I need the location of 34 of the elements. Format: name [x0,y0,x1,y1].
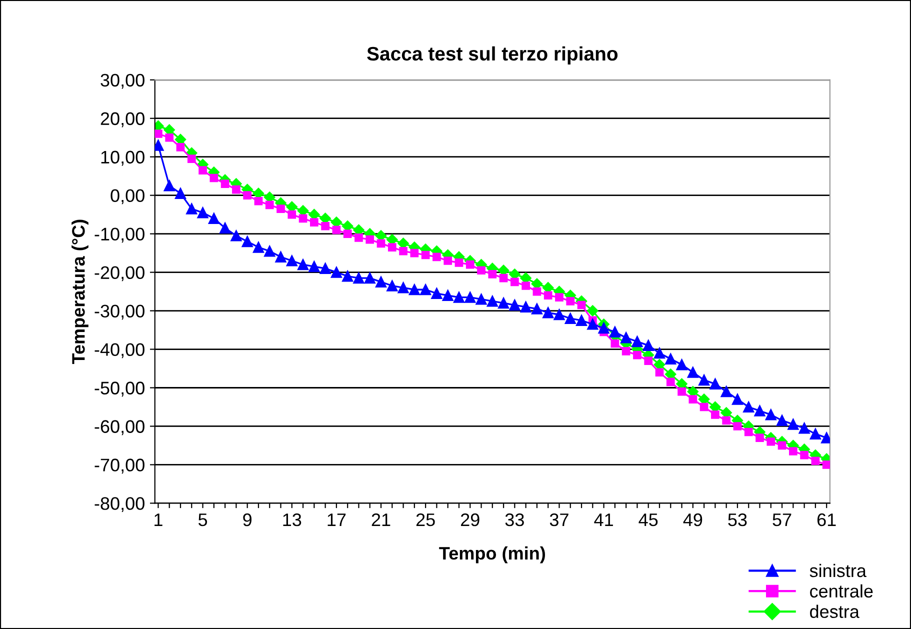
x-tick-label: 21 [372,513,390,526]
legend-label: centrale [810,584,873,598]
y-tick-label: 20,00 [100,112,144,128]
x-tick-label: 25 [416,513,435,526]
x-tick-label: 57 [772,514,792,526]
x-tick-label: 29 [460,513,480,526]
x-tick-label: 61 [817,513,836,526]
y-tick-label: -50,00 [94,382,144,397]
chart-title: Sacca test sul terzo ripiano [367,46,618,64]
y-tick-label: 10,00 [101,150,144,166]
y-tick-label: -20,00 [94,266,144,282]
legend-label: sinistra [810,564,866,578]
x-tick-label: 53 [728,513,747,526]
legend-label: destra [810,604,860,618]
y-tick-label: 0,00 [110,189,144,204]
x-tick-label: 13 [283,513,302,526]
x-tick-label: 1 [154,514,162,526]
x-axis-title: Tempo (min) [439,546,545,564]
x-tick-label: 5 [198,514,208,526]
y-tick-label: -60,00 [94,420,144,436]
y-tick-label: -10,00 [94,228,144,243]
y-tick-label: -30,00 [94,304,144,320]
y-tick-label: -70,00 [94,458,144,474]
x-tick-label: 37 [550,513,568,526]
x-tick-label: 9 [243,513,252,526]
x-tick-label: 41 [594,514,613,526]
y-tick-label: 30,00 [100,74,144,89]
x-tick-label: 49 [683,513,702,526]
y-tick-label: -80,00 [94,497,144,512]
x-tick-label: 33 [505,513,524,526]
x-tick-label: 45 [638,514,658,526]
y-tick-label: -40,00 [94,343,144,358]
y-axis-title: Temperatura (°C) [72,220,88,364]
x-tick-label: 17 [328,514,346,526]
